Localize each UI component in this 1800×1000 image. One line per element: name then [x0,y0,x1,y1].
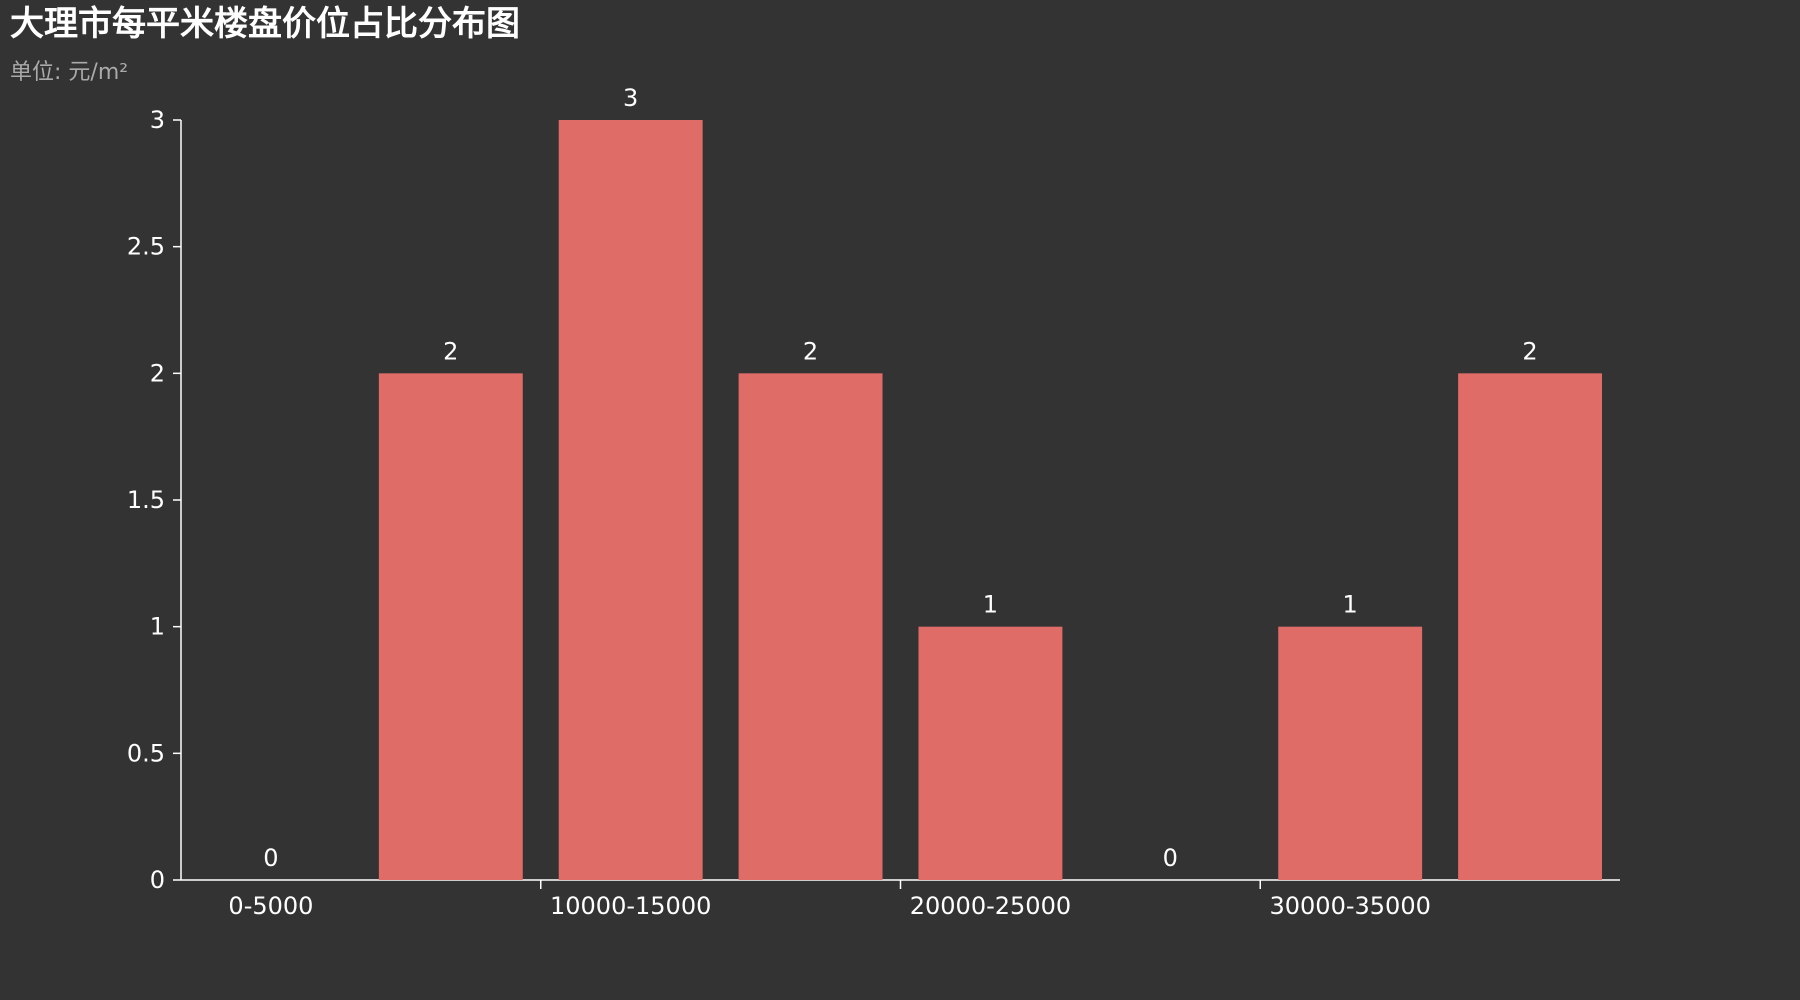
bars [378,120,1603,880]
data-label: 2 [443,337,458,365]
bar [558,120,703,880]
data-label: 0 [1163,844,1178,872]
data-labels: 0 2 3 2 1 0 1 2 [263,84,1537,872]
bar [918,626,1063,880]
x-tick-label: 10000-15000 [550,892,711,920]
bar [1458,373,1603,880]
x-axis: 0-5000 10000-15000 20000-25000 30000-35000 [181,879,1620,920]
data-label: 1 [983,591,998,619]
y-tick-label: 0.5 [127,739,165,767]
y-tick-label: 2.5 [127,233,165,261]
bar [378,373,523,880]
data-label: 1 [1343,591,1358,619]
y-axis: 0 0.5 1 1.5 2 2.5 3 [127,106,182,894]
x-tick-label: 30000-35000 [1270,892,1431,920]
data-label: 3 [623,84,638,112]
y-tick-label: 0 [150,866,165,894]
data-label: 0 [263,844,278,872]
x-tick-label: 20000-25000 [910,892,1071,920]
y-tick-label: 2 [150,359,165,387]
bar [738,373,883,880]
data-label: 2 [803,337,818,365]
y-tick-label: 1 [150,613,165,641]
x-tick-label: 0-5000 [228,892,313,920]
bar [1278,626,1423,880]
chart-subtitle: 单位: 元/m² [10,60,129,85]
data-label: 2 [1522,337,1537,365]
chart-title: 大理市每平米楼盘价位占比分布图 [10,4,520,44]
y-tick-label: 1.5 [127,486,165,514]
y-tick-label: 3 [150,106,165,134]
